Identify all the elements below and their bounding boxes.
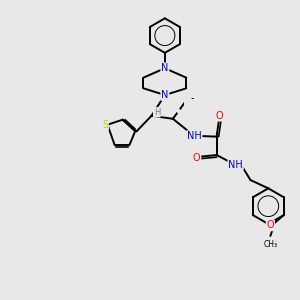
Text: O: O	[193, 153, 200, 163]
Text: CH₃: CH₃	[263, 240, 278, 249]
Text: NH: NH	[187, 131, 202, 141]
Text: O: O	[216, 111, 224, 121]
Text: N: N	[161, 90, 169, 100]
Text: H: H	[154, 108, 160, 117]
Text: O: O	[267, 220, 274, 230]
Text: S: S	[102, 120, 108, 130]
Text: H: H	[186, 107, 192, 116]
Text: N: N	[161, 63, 169, 73]
Text: H: H	[189, 104, 196, 113]
Text: NH: NH	[228, 160, 243, 170]
